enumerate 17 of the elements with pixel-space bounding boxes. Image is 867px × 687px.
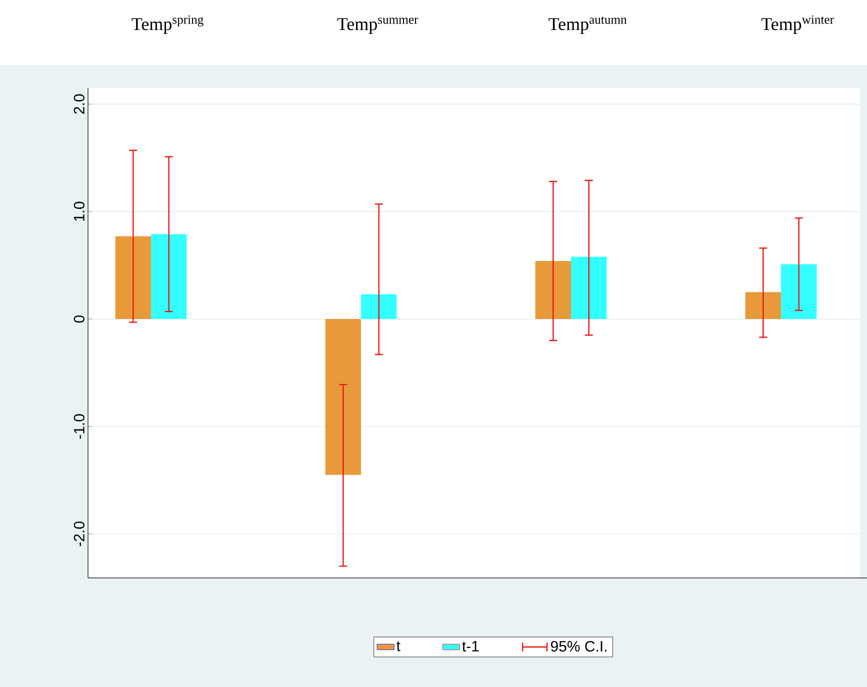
x-tick-label: Temp$^{summer}$ <box>337 18 418 34</box>
y-tick-label: 1.0 <box>74 202 84 221</box>
x-tick-label: Temp$^{spring}$ <box>132 15 204 34</box>
text: 95% C.I. <box>550 640 606 652</box>
y-tick-label: 2.0 <box>74 94 84 114</box>
bar <box>571 256 607 320</box>
legend-label: t-1 <box>462 641 479 652</box>
bar <box>745 292 782 320</box>
bar <box>535 260 572 320</box>
bar <box>361 294 397 320</box>
bar <box>115 236 152 320</box>
y-tick-label: 0 <box>74 315 84 323</box>
x-tick-label: Temp$^{winter}$ <box>761 15 834 34</box>
y-tick-label: -1.0 <box>74 414 84 439</box>
y-tick-label: -2.0 <box>74 522 84 546</box>
x-tick-label: Temp$^{autumn}$ <box>548 16 627 34</box>
legend-label: t <box>396 641 400 652</box>
